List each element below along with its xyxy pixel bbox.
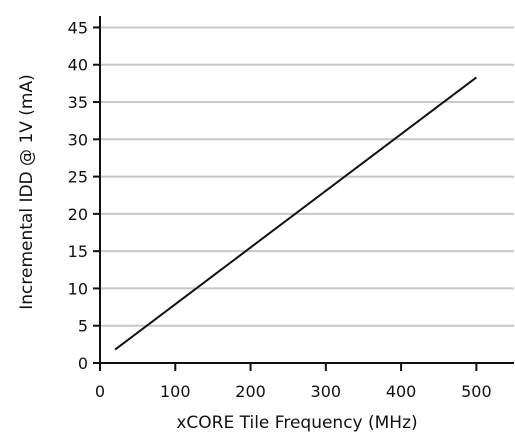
y-tick-label: 10 [68,279,88,298]
x-tick-label: 100 [160,382,191,401]
y-axis-label: Incremental IDD @ 1V (mA) [17,74,37,310]
y-tick-label: 15 [68,242,88,261]
x-tick-label: 300 [311,382,342,401]
y-tick-label: 5 [78,317,88,336]
y-tick-label: 45 [68,18,88,37]
y-tick-label: 20 [68,205,88,224]
x-tick-label: 200 [235,382,266,401]
grid-lines [100,26,514,327]
x-tick-label: 500 [461,382,492,401]
y-ticks: 0 5 10 15 20 25 30 35 40 45 [68,18,100,373]
y-tick-label: 0 [78,354,88,373]
x-ticks: 0 100 200 300 400 500 [95,363,492,401]
x-axis-label: xCORE Tile Frequency (MHz) [176,413,417,433]
y-tick-label: 40 [68,56,88,75]
x-tick-label: 0 [95,382,105,401]
y-tick-label: 35 [68,93,88,112]
x-tick-label: 400 [386,382,417,401]
y-tick-label: 25 [68,168,88,187]
series-line [114,76,477,351]
y-tick-label: 30 [68,130,88,149]
series-lines [114,76,477,351]
